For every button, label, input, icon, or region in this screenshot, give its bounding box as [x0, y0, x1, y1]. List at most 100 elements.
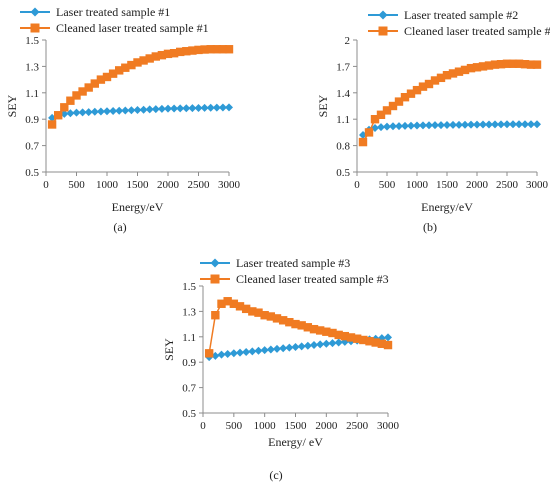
y-tick-label: 0.7 [25, 141, 39, 153]
data-point-diamond [503, 120, 511, 129]
data-point-diamond [479, 120, 487, 129]
y-axis-title: SEY [5, 94, 19, 117]
data-point-diamond [236, 348, 244, 357]
data-point-square [383, 340, 393, 350]
data-point-diamond [164, 104, 172, 113]
data-point-diamond [229, 349, 238, 358]
x-tick-label: 500 [68, 179, 85, 191]
data-point-square [211, 311, 220, 320]
data-point-diamond [431, 121, 439, 130]
legend-label: Laser treated sample #2 [404, 8, 518, 22]
data-point-diamond [437, 121, 445, 130]
x-tick-label: 2000 [157, 179, 180, 191]
data-point-square [204, 349, 214, 358]
data-point-diamond [212, 103, 221, 112]
panel-label: (c) [269, 468, 282, 482]
data-point-diamond [377, 123, 385, 132]
panel-b: 0.5 0.8 1.1 1.4 1.7 2 0 500 1000 1500 2000 2500 3000… [316, 8, 550, 234]
data-point-diamond [90, 107, 99, 116]
data-point-diamond [491, 120, 499, 129]
y-tick-label: 1.7 [336, 61, 350, 73]
data-point-diamond [133, 105, 142, 114]
data-point-diamond [145, 105, 154, 114]
data-point-diamond [223, 349, 232, 358]
x-tick-label: 1500 [285, 420, 308, 432]
data-point-diamond [78, 108, 87, 117]
x-axis-title: Energy/eV [421, 200, 473, 214]
data-point-diamond [533, 120, 541, 129]
data-point-diamond [266, 345, 275, 354]
data-point-diamond [443, 121, 451, 130]
legend-label: Laser treated sample #3 [236, 256, 350, 270]
data-point-diamond [322, 339, 331, 348]
y-tick-label: 1.3 [25, 61, 39, 73]
y-tick-label: 1.1 [336, 114, 350, 126]
y-tick-label: 0.9 [25, 114, 39, 126]
data-point-diamond [413, 121, 421, 130]
y-tick-label: 1.5 [25, 35, 39, 47]
y-tick-label: 1.4 [336, 88, 350, 100]
legend-marker [378, 26, 388, 36]
data-point-diamond [279, 344, 288, 353]
data-point-diamond [127, 106, 136, 115]
data-point-diamond [96, 107, 105, 116]
data-point-diamond [497, 120, 505, 129]
y-tick-label: 0.9 [182, 357, 196, 369]
data-point-diamond [217, 350, 226, 359]
data-point-diamond [84, 108, 93, 117]
legend-marker [30, 23, 40, 33]
x-tick-label: 3000 [218, 179, 241, 191]
y-tick-label: 0.5 [336, 167, 350, 179]
data-point-diamond [407, 121, 415, 130]
data-point-diamond [395, 122, 403, 131]
data-point-diamond [401, 121, 409, 130]
data-point-diamond [473, 120, 481, 129]
data-point-square [364, 128, 374, 137]
y-tick-label: 1.1 [182, 332, 196, 344]
x-tick-label: 2500 [188, 179, 211, 191]
legend-marker [210, 274, 220, 284]
data-point-diamond [467, 120, 475, 129]
x-tick-label: 0 [354, 179, 360, 191]
y-axis-title: SEY [316, 94, 330, 117]
data-point-square [47, 120, 57, 129]
data-point-diamond [297, 342, 306, 351]
x-tick-label: 3000 [377, 420, 400, 432]
data-point-diamond [515, 120, 523, 129]
data-point-diamond [328, 339, 337, 348]
y-tick-label: 1.3 [182, 306, 196, 318]
x-tick-label: 0 [200, 420, 206, 432]
data-point-square [60, 103, 69, 112]
panel-a: 0.5 0.7 0.9 1.1 1.3 1.5 0 500 1000 1500 2000 2500 30… [5, 5, 241, 234]
x-tick-label: 500 [226, 420, 243, 432]
x-tick-label: 1500 [436, 179, 459, 191]
x-tick-label: 2000 [315, 420, 338, 432]
legend-marker [210, 258, 220, 268]
legend-label: Cleaned laser treated sample #2 [404, 24, 550, 38]
data-point-diamond [521, 120, 529, 129]
y-tick-label: 0.5 [25, 167, 39, 179]
data-point-diamond [316, 340, 325, 349]
data-point-square [224, 45, 234, 54]
data-point-square [54, 111, 63, 120]
data-point-diamond [182, 104, 191, 113]
y-tick-label: 2 [345, 35, 351, 47]
x-tick-label: 2000 [466, 179, 489, 191]
data-point-diamond [248, 347, 257, 356]
panel-c: 0.5 0.7 0.9 1.1 1.3 1.5 0 500 1000 1500 2000 2500 30… [162, 256, 400, 482]
data-point-diamond [151, 105, 160, 114]
x-tick-label: 0 [43, 179, 49, 191]
data-point-diamond [225, 103, 233, 112]
y-tick-label: 1.1 [25, 88, 39, 100]
legend-label: Cleaned laser treated sample #1 [56, 21, 209, 35]
data-point-square [532, 60, 542, 69]
data-point-diamond [334, 338, 343, 347]
data-point-diamond [455, 120, 463, 129]
y-tick-label: 1.5 [182, 281, 196, 293]
x-tick-label: 500 [379, 179, 396, 191]
data-point-diamond [310, 341, 318, 350]
data-point-diamond [194, 103, 203, 112]
data-point-diamond [206, 103, 215, 112]
y-axis-title: SEY [162, 338, 176, 361]
y-tick-label: 0.5 [182, 408, 196, 420]
